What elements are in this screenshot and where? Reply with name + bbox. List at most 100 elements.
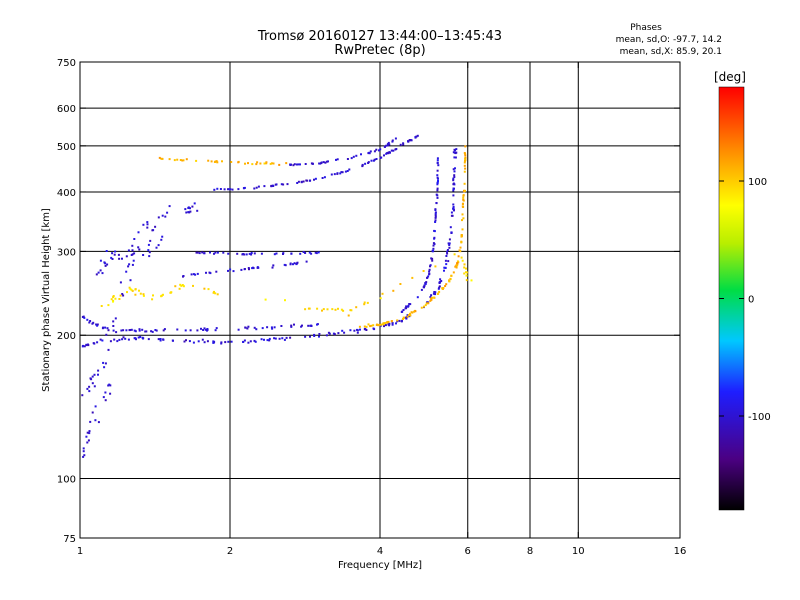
echo-point: [222, 251, 225, 254]
y-tick-label: 400: [57, 188, 76, 199]
echo-point: [196, 329, 199, 332]
echo-point: [380, 323, 383, 326]
echo-point: [242, 341, 245, 343]
echo-point: [410, 311, 413, 314]
echo-point: [193, 202, 196, 205]
echo-point: [391, 139, 394, 142]
echo-point: [426, 276, 429, 279]
echo-point: [105, 250, 108, 252]
echo-point: [436, 169, 439, 172]
echo-point: [247, 325, 250, 328]
echo-point: [127, 265, 130, 268]
echo-point: [434, 219, 437, 222]
echo-point: [134, 293, 137, 296]
echo-point: [453, 209, 455, 212]
echo-point: [336, 158, 339, 161]
echo-point: [112, 329, 115, 332]
echo-point: [431, 257, 434, 260]
echo-point: [159, 339, 162, 342]
echo-point: [157, 216, 160, 219]
echo-point: [220, 342, 223, 345]
echo-point: [308, 251, 311, 254]
echo-point: [437, 180, 439, 182]
echo-point: [131, 244, 134, 247]
echo-point: [86, 441, 89, 444]
echo-point: [340, 171, 343, 174]
x-tick-label: 8: [527, 546, 533, 557]
echo-point: [191, 205, 194, 208]
echo-point: [263, 185, 266, 188]
echo-point: [325, 334, 328, 337]
echo-point: [462, 198, 465, 201]
echo-point: [248, 252, 251, 255]
echo-point: [452, 194, 455, 197]
echo-point: [147, 338, 150, 341]
echo-point: [465, 279, 468, 282]
echo-point: [308, 179, 311, 182]
echo-point: [86, 318, 89, 321]
echo-point: [369, 150, 372, 153]
echo-point: [333, 173, 336, 176]
echo-point: [381, 292, 384, 295]
echo-point: [280, 183, 283, 186]
echo-point: [464, 154, 467, 157]
echo-point: [195, 251, 198, 254]
echo-point: [237, 328, 240, 331]
echo-point: [215, 327, 218, 330]
echo-point: [302, 251, 305, 253]
echo-point: [215, 160, 218, 163]
echo-point: [465, 271, 467, 274]
echo-point: [360, 153, 362, 156]
echo-point: [87, 344, 90, 347]
echo-point: [181, 284, 184, 286]
echo-point: [444, 285, 447, 287]
x-tick-label: 10: [572, 546, 585, 557]
echo-point: [185, 211, 188, 214]
echo-point: [453, 176, 456, 178]
echo-point: [436, 189, 439, 192]
echo-point: [450, 231, 453, 234]
echo-point: [138, 329, 141, 332]
echo-point: [203, 252, 206, 255]
echo-point: [227, 188, 229, 191]
echo-point: [304, 335, 307, 338]
echo-point: [375, 324, 378, 326]
echo-point: [179, 283, 182, 286]
echo-point: [181, 159, 184, 162]
echo-point: [296, 163, 298, 166]
echo-point: [446, 250, 448, 253]
echo-point: [118, 338, 121, 341]
echo-point: [97, 369, 100, 372]
echo-point: [455, 148, 458, 151]
echo-point: [112, 325, 115, 327]
echo-point: [436, 181, 439, 184]
echo-point: [189, 329, 192, 332]
echo-point: [356, 328, 358, 331]
echo-point: [206, 328, 209, 330]
echo-point: [390, 149, 393, 152]
echo-point: [436, 183, 439, 186]
echo-point: [463, 161, 466, 164]
echo-point: [275, 252, 278, 255]
echo-point: [250, 253, 253, 256]
echo-point: [189, 210, 192, 213]
echo-point: [161, 214, 164, 217]
echo-point: [402, 318, 404, 320]
echo-point: [438, 290, 441, 293]
echo-point: [295, 263, 298, 266]
echo-point: [122, 336, 125, 339]
echo-point: [322, 161, 325, 164]
echo-point: [87, 439, 90, 442]
echo-point: [363, 301, 366, 304]
echo-point: [151, 229, 154, 232]
echo-point: [388, 151, 391, 154]
echo-point: [112, 320, 115, 323]
echo-point: [86, 431, 89, 434]
echo-point: [179, 159, 182, 161]
echo-point: [461, 205, 464, 208]
echo-point: [452, 179, 455, 182]
echo-point: [394, 148, 397, 151]
echo-point: [409, 303, 412, 306]
echo-point: [133, 238, 136, 240]
echo-point: [244, 326, 247, 329]
